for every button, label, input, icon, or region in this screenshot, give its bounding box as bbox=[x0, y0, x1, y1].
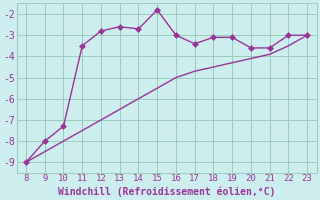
X-axis label: Windchill (Refroidissement éolien,°C): Windchill (Refroidissement éolien,°C) bbox=[58, 186, 275, 197]
